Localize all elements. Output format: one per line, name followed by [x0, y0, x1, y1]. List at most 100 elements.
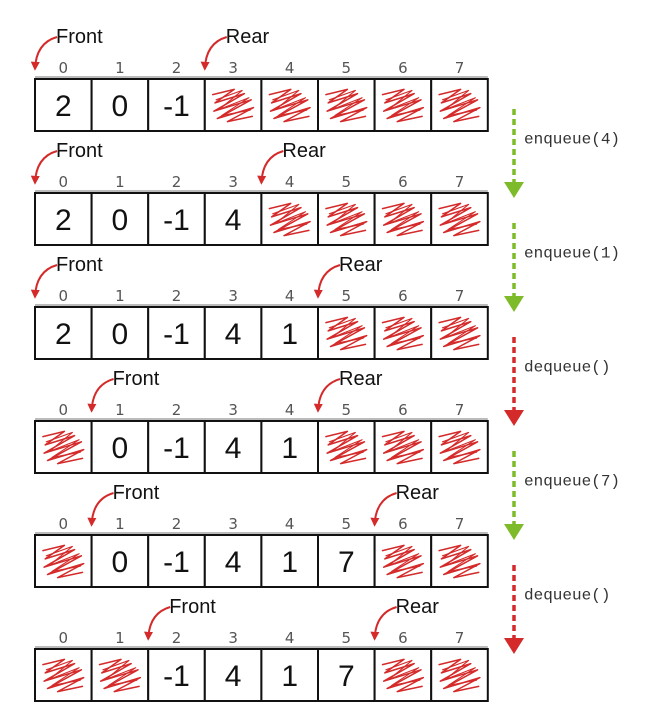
cell-box: [147, 78, 206, 132]
cell-box: [147, 534, 206, 588]
cell-value: 0: [112, 318, 129, 351]
index-label: 0: [59, 401, 69, 419]
cell-value: 4: [225, 546, 242, 579]
cell-box: [260, 648, 319, 702]
rear-pointer: Rear: [313, 254, 383, 299]
index-label: 5: [342, 287, 352, 305]
queue-state-5: 0 1 2 3 4 5 6 7 0 -1 4 1 7 Front Rear: [34, 482, 489, 588]
index-label: 6: [398, 287, 408, 305]
cell-value: 1: [281, 432, 298, 465]
cell-box: [260, 306, 319, 360]
index-label: 0: [59, 629, 69, 647]
empty-cell: [373, 534, 433, 588]
empty-cell-scribble: [325, 316, 368, 351]
empty-cell-scribble: [438, 202, 481, 237]
front-pointer: Front: [87, 368, 160, 413]
index-label: 7: [455, 515, 465, 533]
cell-value: -1: [163, 660, 190, 693]
front-pointer-label: Front: [56, 254, 103, 276]
index-label: 2: [172, 629, 182, 647]
index-label: 1: [115, 173, 125, 191]
dequeue-label: dequeue(): [524, 359, 610, 377]
index-label: 2: [172, 59, 182, 77]
empty-cell-scribble: [42, 658, 85, 693]
index-label: 2: [172, 173, 182, 191]
index-label: 6: [398, 401, 408, 419]
queue-cell: 0: [90, 306, 150, 360]
index-label: 2: [172, 287, 182, 305]
rear-pointer: Rear: [370, 482, 440, 527]
queue-state-3: 0 1 2 3 4 5 6 7 2 0 -1 4 1 Front Rear: [30, 254, 489, 360]
queue-cell: 0: [90, 78, 150, 132]
empty-cell: [430, 420, 489, 474]
cell-value: -1: [163, 318, 190, 351]
rear-pointer-label: Rear: [339, 254, 383, 276]
queue-cell: 4: [203, 192, 263, 246]
cell-value: 1: [281, 318, 298, 351]
queue-cell: -1: [147, 306, 206, 360]
dequeue-arrow-head: [504, 410, 524, 426]
cell-value: 1: [281, 660, 298, 693]
cell-box: [90, 534, 150, 588]
cell-value: 2: [55, 318, 72, 351]
cell-value: 4: [225, 318, 242, 351]
empty-cell: [430, 78, 489, 132]
index-label: 5: [342, 629, 352, 647]
empty-cell-scribble: [268, 202, 311, 237]
rear-pointer-label: Rear: [282, 140, 326, 162]
index-label: 0: [59, 173, 69, 191]
enqueue-label: enqueue(1): [524, 245, 620, 263]
index-label: 7: [455, 59, 465, 77]
empty-cell-scribble: [381, 202, 425, 237]
cell-value: 0: [112, 432, 129, 465]
cell-box: [34, 192, 93, 246]
index-label: 6: [398, 629, 408, 647]
cell-value: 0: [112, 90, 129, 123]
index-label: 3: [228, 401, 238, 419]
index-label: 7: [455, 173, 465, 191]
empty-cell-scribble: [325, 88, 368, 123]
front-pointer: Front: [30, 254, 103, 299]
empty-cell: [317, 78, 376, 132]
index-label: 6: [398, 59, 408, 77]
enqueue-arrow-head: [504, 182, 524, 198]
rear-pointer-label: Rear: [396, 482, 440, 504]
empty-cell-scribble: [381, 544, 425, 579]
cell-value: -1: [163, 546, 190, 579]
queue-cell: 2: [34, 78, 93, 132]
enqueue-label: enqueue(7): [524, 473, 620, 491]
empty-cell: [430, 648, 489, 702]
index-label: 0: [59, 59, 69, 77]
index-label: 3: [228, 59, 238, 77]
queue-cell: 1: [260, 306, 319, 360]
cell-box: [147, 192, 206, 246]
cell-value: -1: [163, 432, 190, 465]
empty-cell: [373, 648, 433, 702]
empty-cell: [317, 420, 376, 474]
index-label: 5: [342, 173, 352, 191]
empty-cell: [430, 534, 489, 588]
queue-cell: 4: [203, 306, 263, 360]
empty-cell-scribble: [438, 88, 481, 123]
dequeue-operation-3: dequeue(): [504, 337, 610, 426]
queue-cell: -1: [147, 192, 206, 246]
front-pointer-label: Front: [56, 26, 103, 48]
empty-cell: [373, 78, 433, 132]
empty-cell: [90, 648, 150, 702]
queue-cell: 0: [90, 192, 150, 246]
cell-value: -1: [163, 90, 190, 123]
dequeue-operation-5: dequeue(): [504, 565, 610, 654]
index-label: 1: [115, 287, 125, 305]
queue-cell: 1: [260, 420, 319, 474]
queue-cell: 1: [260, 534, 319, 588]
rear-pointer: Rear: [200, 26, 269, 71]
cell-value: 2: [55, 204, 72, 237]
front-pointer-label: Front: [113, 368, 160, 390]
cell-box: [147, 420, 206, 474]
enqueue-arrow-head: [504, 296, 524, 312]
empty-cell: [317, 192, 376, 246]
queue-cell: 4: [203, 648, 263, 702]
dequeue-label: dequeue(): [524, 587, 610, 605]
